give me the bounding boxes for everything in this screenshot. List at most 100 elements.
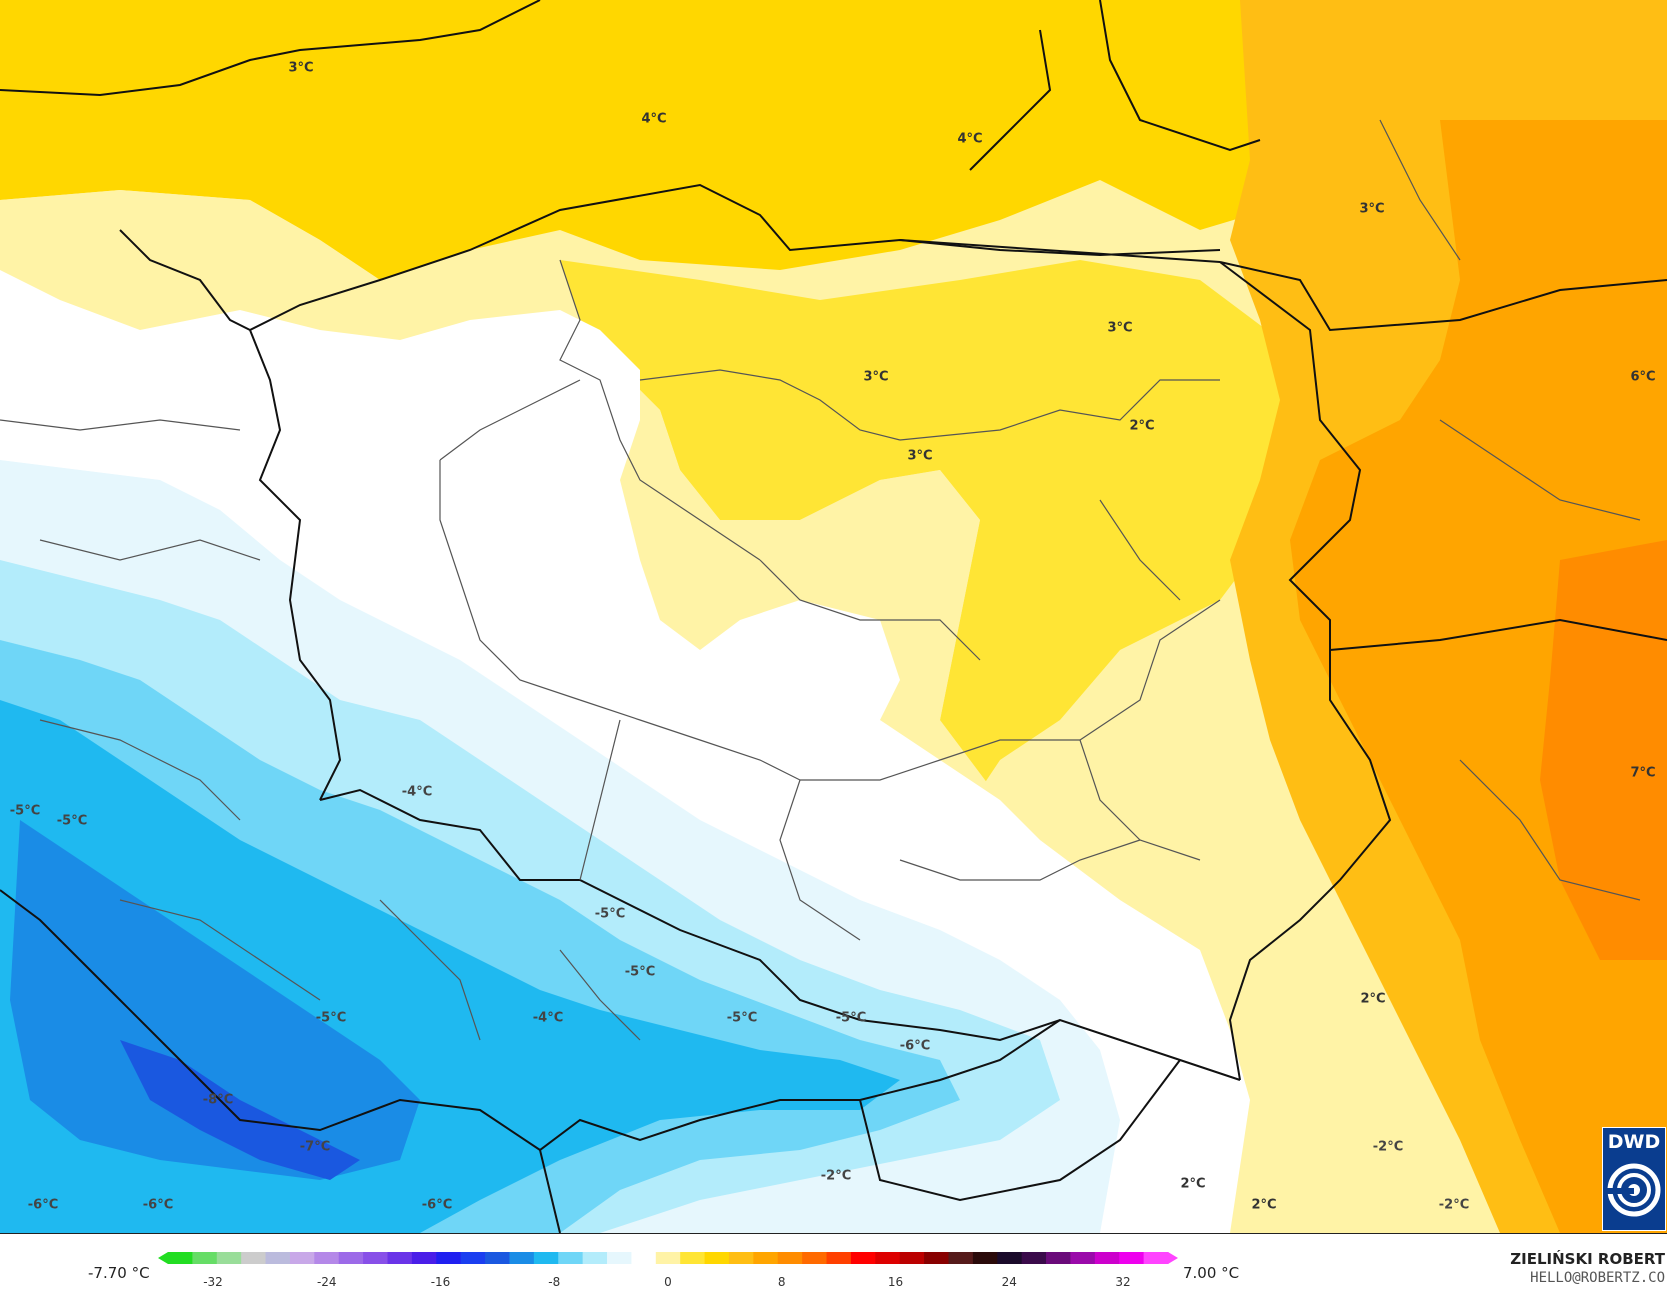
legend-tick-label: -32 [203,1275,223,1289]
legend-swatch [899,1252,925,1264]
temp-label: -7°C [299,1139,331,1155]
temp-label: 4°C [641,111,667,127]
poland-east-border [1219,261,1392,1081]
temp-label: 2°C [1251,1197,1277,1213]
map-canvas [0,0,1667,1233]
legend-swatch [533,1252,559,1264]
legend-swatch [216,1252,242,1264]
region-border-line [439,379,581,461]
region-border-line [119,899,321,1001]
temperature-map: 3°C 4°C 4°C 3°C 3°C 3°C 6°C 2°C 3°C 7°C … [0,0,1667,1234]
legend-swatch [655,1252,681,1264]
region-border-line [639,369,901,441]
region-border-line [800,739,1080,781]
legend-swatch [1094,1252,1120,1264]
legend-swatch [363,1252,389,1264]
legend-swatch [997,1252,1023,1264]
dwd-logo-text: DWD [1607,1131,1661,1153]
region-border-line [759,559,981,661]
legend-swatch [972,1252,998,1264]
temp-label: 6°C [1630,369,1656,385]
temp-label: -4°C [532,1010,564,1026]
legend-swatch [1021,1252,1047,1264]
zone-east-deep-orange [1540,540,1667,960]
region-border-line [899,839,1141,881]
legend-swatch [850,1252,876,1264]
temp-label: -5°C [726,1010,758,1026]
legend-color-scale [158,1252,1178,1264]
region-border-line [39,719,241,821]
poland-north-border [249,183,1221,331]
temp-label: -6°C [142,1197,174,1213]
temp-label: -6°C [27,1197,59,1213]
legend-swatch [582,1252,608,1264]
legend-tick-label: 32 [1115,1275,1131,1289]
temp-label: 3°C [863,369,889,385]
temp-label: 2°C [1360,991,1386,1007]
temp-label: -4°C [401,784,433,800]
legend-swatch [1070,1252,1096,1264]
zone-east-orange [1290,120,1667,1233]
temp-label: -6°C [899,1038,931,1054]
legend-min-value: -7.70 °C [88,1264,150,1282]
legend-right-arrow [1168,1252,1178,1264]
temp-label: -5°C [835,1010,867,1026]
legend-swatch [948,1252,974,1264]
legend-swatch [485,1252,510,1264]
czech-border [0,889,1061,1152]
region-border-line [579,719,621,881]
legend-swatch [314,1252,340,1264]
zone-coldest [120,1040,360,1180]
temp-label: 3°C [288,60,314,76]
legend-swatch [509,1252,535,1264]
lagoon-coast [969,29,1052,171]
austria-slovakia-border [539,1149,561,1233]
legend-swatch [241,1252,267,1264]
region-border-line [779,779,861,941]
dwd-swirl-icon [1607,1163,1661,1217]
legend-swatch [875,1252,901,1264]
region-border-line [39,539,261,561]
legend-swatch [265,1252,291,1264]
region-border-line [1099,499,1181,601]
temp-label: -2°C [820,1168,852,1184]
temp-label: 3°C [1107,320,1133,336]
legend-swatch [192,1252,218,1264]
country-borders [0,0,1667,1233]
legend-max-value: 7.00 °C [1183,1264,1240,1282]
temp-label: 3°C [907,448,933,464]
region-border-line [579,699,801,781]
temp-label: 2°C [1129,418,1155,434]
legend-swatch [607,1252,632,1264]
legend-swatch [411,1252,437,1264]
temp-label: -5°C [594,906,626,922]
region-border-line [0,419,241,431]
legend-tick-label: 24 [1001,1275,1017,1289]
region-border-line [1079,599,1221,741]
kaliningrad-border [899,239,1221,263]
temp-label: 2°C [1180,1176,1206,1192]
belarus-south-border [1329,618,1667,651]
legend-tick-label: -16 [430,1275,451,1289]
region-border-line [1079,739,1201,861]
legend-swatch [1143,1252,1169,1264]
legend-tick-label: 16 [887,1275,904,1289]
legend-swatch [460,1252,486,1264]
legend-tick-label: 0 [664,1275,672,1289]
temp-label: -5°C [56,813,88,829]
legend-swatch [680,1252,706,1264]
poland-west-border [249,329,342,801]
germany-north-coast [0,0,541,97]
temp-label: 4°C [957,131,983,147]
legend-tick-label: -24 [316,1275,337,1289]
poland-south-border [319,788,1241,1081]
temp-label: -2°C [1438,1197,1470,1213]
region-border-line [1459,759,1641,901]
legend-tick-label: -8 [548,1275,561,1289]
author-email: HELLO@ROBERTZ.CO [1530,1270,1665,1286]
legend-swatch [753,1252,779,1264]
region-border-line [559,259,761,561]
legend-swatch [558,1252,584,1264]
legend-swatch [338,1252,364,1264]
legend-swatch [777,1252,803,1264]
